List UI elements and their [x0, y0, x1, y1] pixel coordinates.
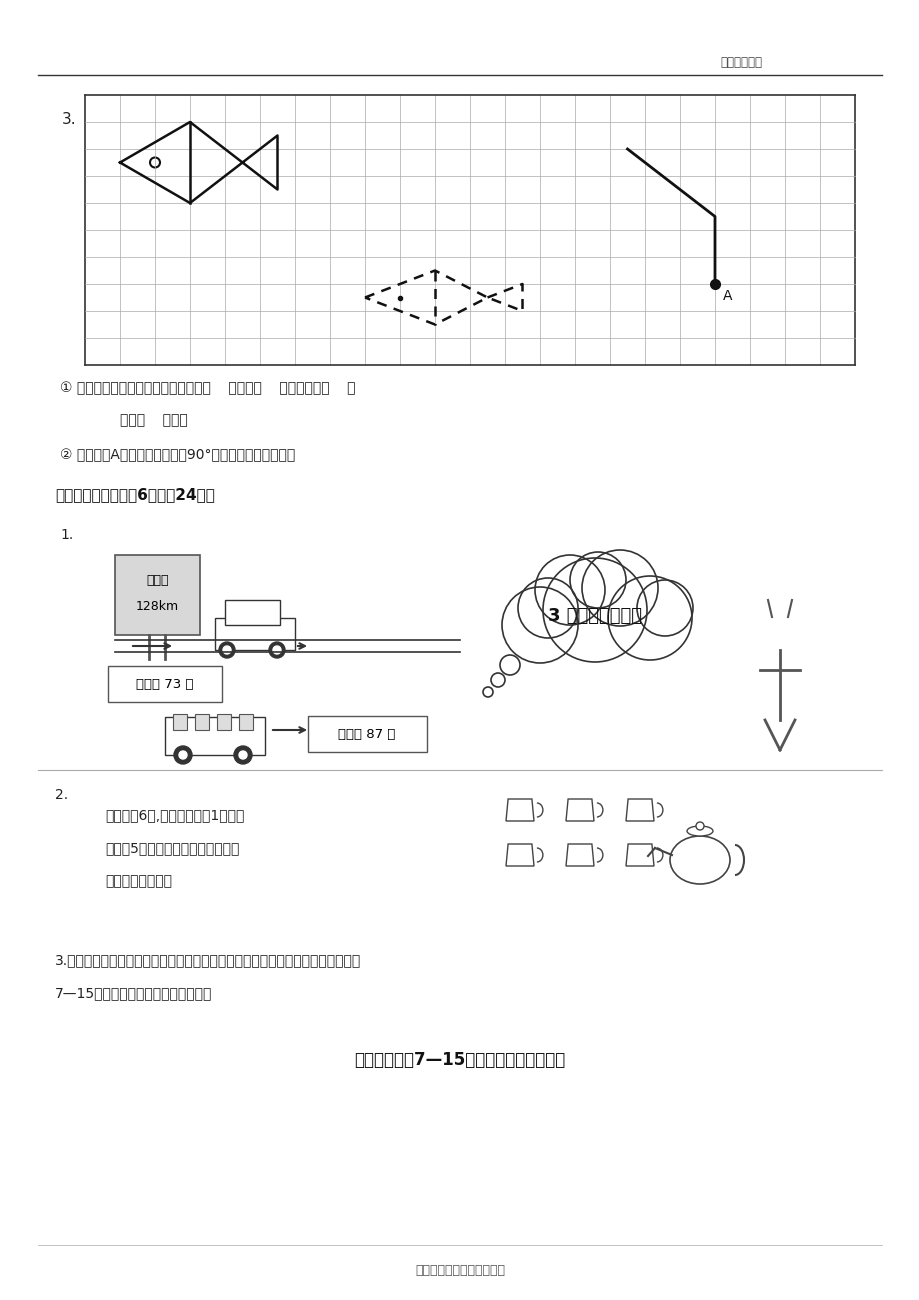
Circle shape — [761, 618, 797, 653]
Circle shape — [482, 686, 493, 697]
Circle shape — [219, 642, 234, 658]
Text: 每小时 87 千: 每小时 87 千 — [338, 728, 395, 741]
Text: 3 小时后两车相距: 3 小时后两车相距 — [548, 607, 641, 625]
Polygon shape — [625, 800, 653, 822]
Text: 2.: 2. — [55, 788, 68, 802]
Circle shape — [222, 646, 231, 654]
Text: A: A — [722, 289, 732, 303]
Ellipse shape — [686, 826, 712, 836]
Text: 128km: 128km — [136, 601, 179, 614]
Circle shape — [174, 746, 192, 764]
Bar — [115, 555, 199, 634]
FancyBboxPatch shape — [308, 716, 426, 751]
Text: 价錢的5倍。买右图这样一套茶具，: 价錢的5倍。买右图这样一套茶具， — [105, 841, 239, 855]
Text: 3.: 3. — [62, 113, 76, 127]
Text: 一共要用多少錢？: 一共要用多少錢？ — [105, 874, 172, 888]
Circle shape — [491, 673, 505, 686]
Text: 沪宁路: 沪宁路 — [146, 573, 168, 586]
Circle shape — [179, 751, 187, 759]
FancyBboxPatch shape — [108, 666, 221, 702]
Bar — [173, 714, 187, 731]
Circle shape — [696, 822, 703, 829]
Circle shape — [239, 751, 246, 759]
Text: 平移（    ）格。: 平移（ ）格。 — [119, 413, 187, 426]
Bar — [195, 714, 209, 731]
Ellipse shape — [669, 836, 729, 884]
Circle shape — [542, 558, 646, 662]
Polygon shape — [505, 844, 533, 866]
Bar — [217, 714, 231, 731]
Circle shape — [268, 642, 285, 658]
Circle shape — [499, 655, 519, 675]
Circle shape — [570, 552, 625, 608]
Circle shape — [273, 646, 280, 654]
Text: 1.: 1. — [60, 528, 74, 542]
Circle shape — [502, 588, 577, 663]
Bar — [165, 718, 265, 755]
Polygon shape — [505, 800, 533, 822]
Bar — [239, 714, 253, 731]
Circle shape — [535, 555, 605, 625]
Text: 六、解决问题（每题6分，共24分）: 六、解决问题（每题6分，共24分） — [55, 488, 215, 503]
Polygon shape — [625, 844, 653, 866]
Circle shape — [582, 550, 657, 627]
Text: 中国代表团第7—15届获得金牌情况统计图: 中国代表团第7—15届获得金牌情况统计图 — [354, 1050, 565, 1069]
Circle shape — [233, 746, 252, 764]
Text: 7—15届亚运会获得金牌情况统计图。: 7—15届亚运会获得金牌情况统计图。 — [55, 985, 212, 1000]
Circle shape — [607, 576, 691, 660]
Bar — [225, 601, 279, 625]
Text: 3.中国代表团在亚洲运动会上金牌数已经连续七届高居榜首，下面是中国代表团第: 3.中国代表团在亚洲运动会上金牌数已经连续七届高居榜首，下面是中国代表团第 — [55, 953, 361, 967]
Polygon shape — [565, 844, 594, 866]
Circle shape — [517, 578, 577, 638]
Text: ① 小鱼图从右下方移至左上方，先向（    ）平移（    ）格，再向（    ）: ① 小鱼图从右下方移至左上方，先向（ ）平移（ ）格，再向（ ） — [60, 381, 355, 395]
Text: 得艺数学培训: 得艺数学培训 — [720, 56, 761, 69]
Text: 每个茶杯6元,茶壶的价錢是1个茶杯: 每个茶杯6元,茶壶的价錢是1个茶杯 — [105, 809, 244, 822]
Text: 每小时 73 千: 每小时 73 千 — [136, 677, 194, 690]
Circle shape — [636, 580, 692, 636]
Text: ② 把梯形绕A点顺时针方向旋转90°，画出旋转后的图形。: ② 把梯形绕A点顺时针方向旋转90°，画出旋转后的图形。 — [60, 448, 295, 461]
Bar — [215, 618, 295, 650]
Polygon shape — [565, 800, 594, 822]
Text: 得艺家教让您放心的好家教: 得艺家教让您放心的好家教 — [414, 1264, 505, 1277]
